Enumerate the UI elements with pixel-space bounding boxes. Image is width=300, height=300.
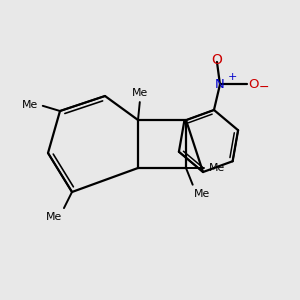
Text: O: O <box>212 53 222 68</box>
Text: Me: Me <box>22 100 38 110</box>
Text: −: − <box>258 81 269 94</box>
Text: Me: Me <box>194 189 211 199</box>
Text: Me: Me <box>208 163 225 173</box>
Text: N: N <box>215 78 225 91</box>
Text: O: O <box>248 78 259 91</box>
Text: Me: Me <box>132 88 148 98</box>
Text: Me: Me <box>46 212 62 222</box>
Text: +: + <box>227 72 237 82</box>
